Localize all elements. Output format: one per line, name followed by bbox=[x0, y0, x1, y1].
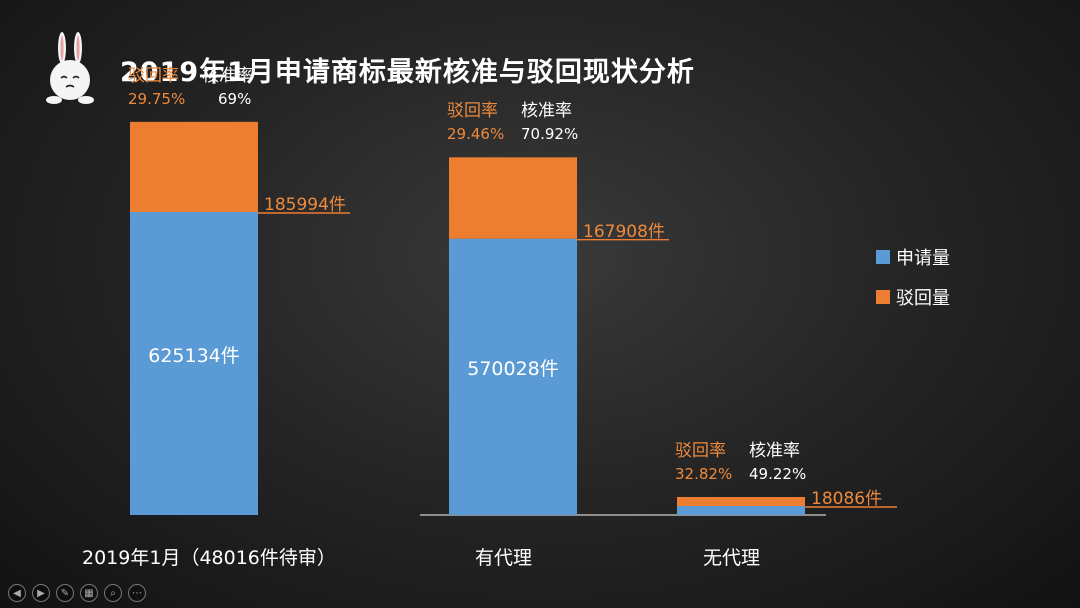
zoom-icon[interactable]: ⌕ bbox=[104, 584, 122, 602]
bar-reject-0 bbox=[130, 121, 258, 212]
pen-icon[interactable]: ✎ bbox=[56, 584, 74, 602]
bar-apply-1 bbox=[449, 238, 577, 515]
approve-rate-value-1: 70.92% bbox=[521, 125, 579, 144]
rabbit-mascot-icon bbox=[46, 32, 94, 104]
legend-swatch-apply bbox=[876, 250, 890, 264]
reject-rate-value-1: 29.46% bbox=[447, 125, 505, 144]
slides-icon[interactable]: ▦ bbox=[80, 584, 98, 602]
legend-swatch-reject bbox=[876, 290, 890, 304]
prev-icon[interactable]: ◀ bbox=[8, 584, 26, 602]
slideshow-toolbar: ◀ ▶ ✎ ▦ ⌕ ⋯ bbox=[8, 584, 146, 602]
bar-reject-1 bbox=[449, 157, 577, 239]
reject-count-label-1: 167908件 bbox=[583, 221, 665, 242]
legend-label-apply: 申请量 bbox=[896, 248, 950, 269]
more-icon[interactable]: ⋯ bbox=[128, 584, 146, 602]
chart-legend: 申请量 驳回量 bbox=[876, 244, 950, 324]
category-label-2: 无代理 bbox=[703, 547, 761, 569]
reject-rate-value-2: 32.82% bbox=[675, 465, 733, 483]
bar-apply-2 bbox=[677, 506, 805, 515]
category-label-0: 2019年1月（48016件待审） bbox=[82, 547, 336, 569]
next-icon[interactable]: ▶ bbox=[32, 584, 50, 602]
approve-rate-header-0: 核准率 bbox=[202, 65, 253, 86]
reject-rate-header-0: 驳回率 bbox=[128, 65, 179, 86]
reject-count-label-0: 185994件 bbox=[264, 195, 346, 215]
reject-rate-header-1: 驳回率 bbox=[447, 101, 498, 122]
category-label-1: 有代理 bbox=[475, 547, 533, 569]
reject-rate-value-0: 29.75% bbox=[128, 89, 186, 108]
apply-count-label-0: 625134件 bbox=[148, 344, 240, 367]
approve-rate-header-1: 核准率 bbox=[521, 101, 572, 122]
legend-item-apply: 申请量 bbox=[876, 244, 950, 270]
approve-rate-value-2: 49.22% bbox=[749, 465, 807, 483]
bar-apply-0 bbox=[130, 212, 258, 515]
reject-count-label-2: 18086件 bbox=[811, 489, 883, 509]
approve-rate-header-2: 核准率 bbox=[749, 441, 800, 461]
legend-item-reject: 驳回量 bbox=[876, 284, 950, 310]
bar-reject-2 bbox=[677, 497, 805, 506]
reject-rate-header-2: 驳回率 bbox=[675, 441, 726, 461]
apply-count-label-1: 570028件 bbox=[467, 357, 559, 380]
approve-rate-value-0: 69% bbox=[218, 89, 252, 108]
legend-label-reject: 驳回量 bbox=[896, 288, 950, 309]
page-title: 2019年1月申请商标最新核准与驳回现状分析 bbox=[120, 57, 695, 88]
